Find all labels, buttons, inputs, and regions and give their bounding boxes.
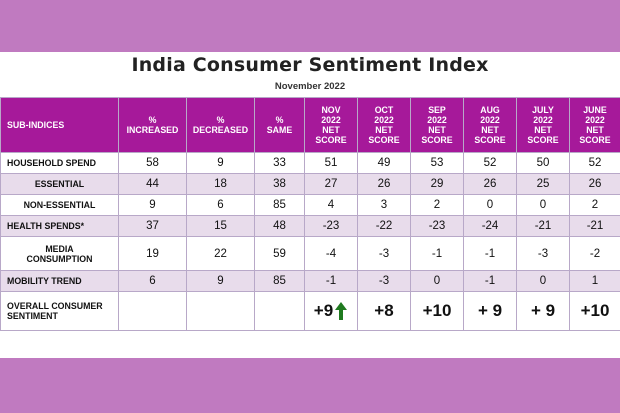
cell-increased: 58 [118, 152, 187, 174]
cell-aug: 0 [463, 194, 517, 216]
cell-increased: 19 [118, 236, 187, 271]
cell-jun: -2 [569, 236, 620, 271]
cell-aug: 26 [463, 173, 517, 195]
overall-row: OVERALL CONSUMER SENTIMENT +9 +8 +10 + 9 … [0, 291, 620, 331]
header-decreased: % DECREASED [186, 97, 255, 153]
cell-oct: -3 [357, 270, 411, 292]
cell-oct: -22 [357, 215, 411, 237]
cell-overall-aug: + 9 [463, 291, 517, 331]
cell-jun: 1 [569, 270, 620, 292]
cell-increased: 9 [118, 194, 187, 216]
table-row: MEDIA CONSUMPTION 19 22 59 -4 -3 -1 -1 -3… [0, 236, 620, 271]
header-sub-indices: SUB-INDICES [0, 97, 119, 153]
cell-same: 85 [254, 270, 305, 292]
page-subtitle: November 2022 [274, 81, 346, 92]
header-increased: % INCREASED [118, 97, 187, 153]
cell-jun: 52 [569, 152, 620, 174]
cell-same: 38 [254, 173, 305, 195]
table-row: HEALTH SPENDS* 37 15 48 -23 -22 -23 -24 … [0, 215, 620, 237]
cell-decreased: 9 [186, 152, 255, 174]
header-jul: JULY 2022 NET SCORE [516, 97, 570, 153]
cell-same: 48 [254, 215, 305, 237]
cell-decreased: 18 [186, 173, 255, 195]
cell-jul: -3 [516, 236, 570, 271]
row-label: ESSENTIAL [0, 173, 119, 195]
row-label: MEDIA CONSUMPTION [0, 236, 119, 271]
table-row: ESSENTIAL 44 18 38 27 26 29 26 25 26 [0, 173, 620, 195]
cell-sep: -1 [410, 236, 464, 271]
cell-nov: 4 [304, 194, 358, 216]
cell-empty [254, 291, 305, 331]
header-jun: JUNE 2022 NET SCORE [569, 97, 620, 153]
table-row: HOUSEHOLD SPEND 58 9 33 51 49 53 52 50 5… [0, 152, 620, 174]
row-label-overall: OVERALL CONSUMER SENTIMENT [0, 291, 119, 331]
cell-jul: 50 [516, 152, 570, 174]
cell-jul: 0 [516, 194, 570, 216]
header-oct: OCT 2022 NET SCORE [357, 97, 411, 153]
cell-empty [118, 291, 187, 331]
cell-increased: 44 [118, 173, 187, 195]
row-label: MOBILITY TREND [0, 270, 119, 292]
cell-nov: -23 [304, 215, 358, 237]
cell-decreased: 9 [186, 270, 255, 292]
cell-increased: 6 [118, 270, 187, 292]
row-label: HEALTH SPENDS* [0, 215, 119, 237]
cell-aug: -1 [463, 236, 517, 271]
cell-oct: 49 [357, 152, 411, 174]
cell-empty [186, 291, 255, 331]
cell-oct: 3 [357, 194, 411, 216]
row-label: HOUSEHOLD SPEND [0, 152, 119, 174]
cell-overall-sep: +10 [410, 291, 464, 331]
cell-jul: 25 [516, 173, 570, 195]
cell-same: 33 [254, 152, 305, 174]
cell-overall-jul: + 9 [516, 291, 570, 331]
cell-same: 85 [254, 194, 305, 216]
cell-oct: 26 [357, 173, 411, 195]
cell-oct: -3 [357, 236, 411, 271]
cell-aug: -24 [463, 215, 517, 237]
cell-decreased: 6 [186, 194, 255, 216]
cell-sep: 0 [410, 270, 464, 292]
cell-decreased: 22 [186, 236, 255, 271]
cell-sep: 53 [410, 152, 464, 174]
table-row: NON-ESSENTIAL 9 6 85 4 3 2 0 0 2 [0, 194, 620, 216]
cell-jun: 26 [569, 173, 620, 195]
cell-overall-nov: +9 [304, 291, 358, 331]
cell-jul: -21 [516, 215, 570, 237]
page-title: India Consumer Sentiment Index [131, 54, 489, 76]
cell-nov: -4 [304, 236, 358, 271]
cell-increased: 37 [118, 215, 187, 237]
cell-aug: 52 [463, 152, 517, 174]
cell-sep: 29 [410, 173, 464, 195]
cell-overall-jun: +10 [569, 291, 620, 331]
cell-aug: -1 [463, 270, 517, 292]
table-row: MOBILITY TREND 6 9 85 -1 -3 0 -1 0 1 [0, 270, 620, 292]
cell-sep: 2 [410, 194, 464, 216]
green-up-arrow-icon [335, 302, 348, 321]
header-sep: SEP 2022 NET SCORE [410, 97, 464, 153]
row-label: NON-ESSENTIAL [0, 194, 119, 216]
cell-nov: 27 [304, 173, 358, 195]
cell-jun: 2 [569, 194, 620, 216]
cell-sep: -23 [410, 215, 464, 237]
cell-nov: 51 [304, 152, 358, 174]
cell-jul: 0 [516, 270, 570, 292]
cell-jun: -21 [569, 215, 620, 237]
sentiment-table: SUB-INDICES % INCREASED % DECREASED % SAME … [0, 97, 620, 331]
header-aug: AUG 2022 NET SCORE [463, 97, 517, 153]
header-row: SUB-INDICES % INCREASED % DECREASED % SAME … [0, 97, 620, 153]
cell-nov: -1 [304, 270, 358, 292]
cell-same: 59 [254, 236, 305, 271]
cell-decreased: 15 [186, 215, 255, 237]
header-nov: NOV 2022 NET SCORE [304, 97, 358, 153]
cell-overall-oct: +8 [357, 291, 411, 331]
header-same: % SAME [254, 97, 305, 153]
